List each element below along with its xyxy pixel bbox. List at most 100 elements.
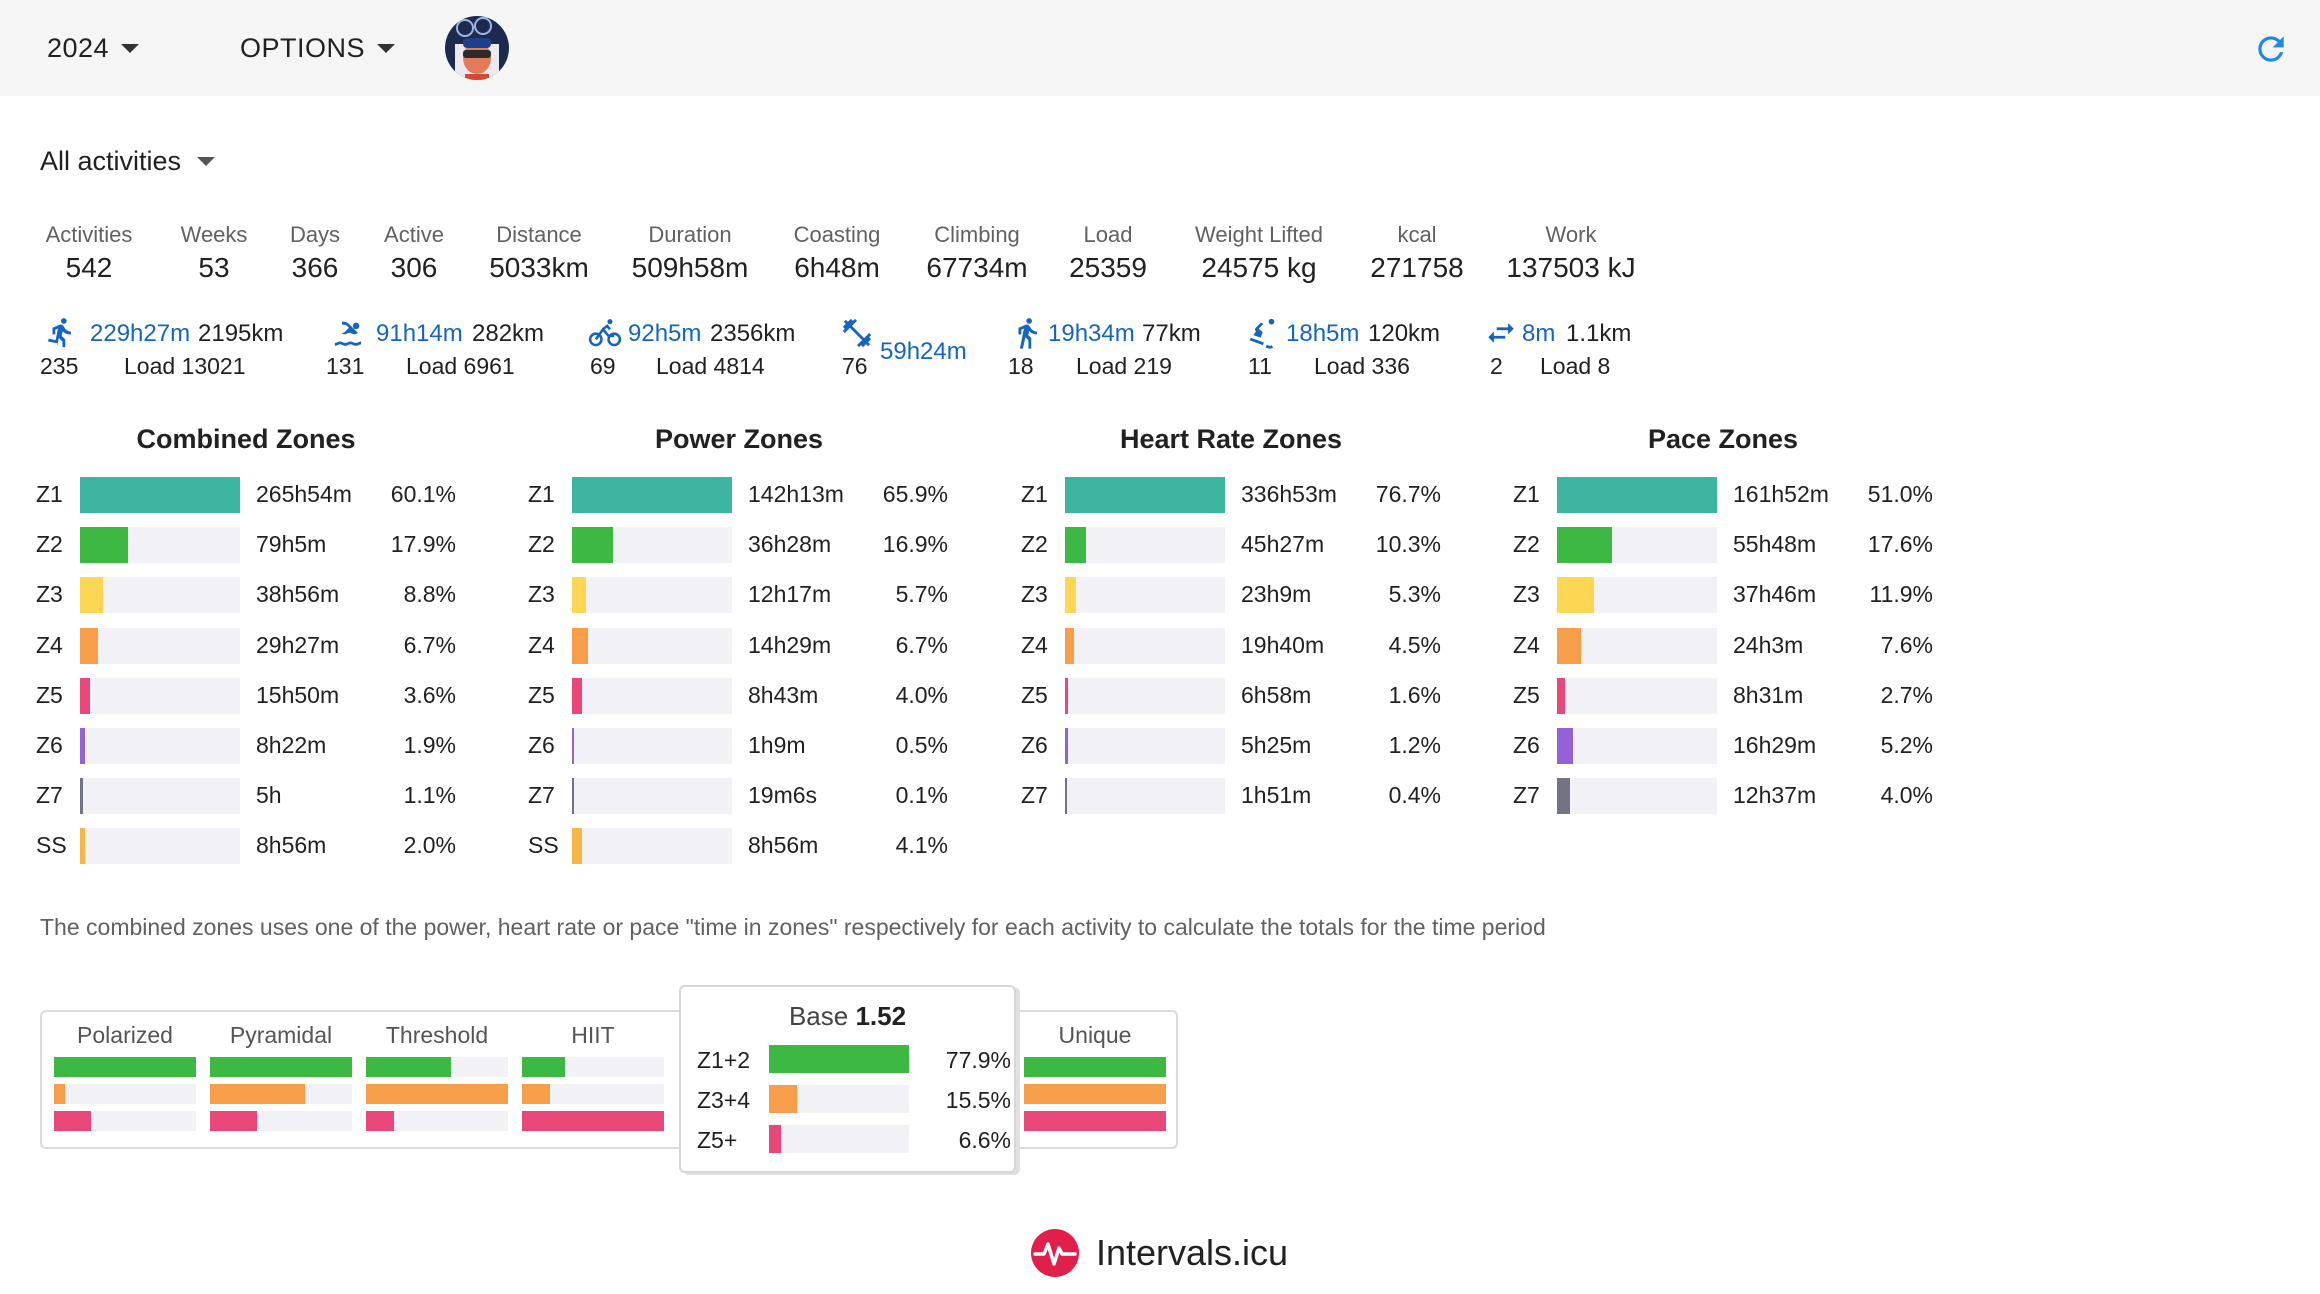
- sport-duration[interactable]: 18h5m: [1286, 320, 1360, 347]
- zone-bar: [572, 628, 588, 664]
- zone-time: 19m6s: [748, 782, 818, 808]
- distribution-bar: [54, 1111, 91, 1131]
- activity-filter[interactable]: All activities: [40, 142, 216, 180]
- sport-summary-swim[interactable]: 91h14m 282km 131 Load 6961: [326, 316, 572, 386]
- zone-bar-track: [1557, 728, 1717, 764]
- zone-percent: 5.7%: [895, 581, 948, 607]
- zone-bar-track: [80, 678, 240, 714]
- zone-bar: [1065, 577, 1076, 613]
- stat-active: Active 306: [384, 220, 444, 286]
- sport-duration[interactable]: 19h34m: [1048, 320, 1135, 347]
- distribution-bar: [522, 1057, 565, 1077]
- zone-time: 5h25m: [1241, 732, 1312, 758]
- distribution-type-hiit[interactable]: HIIT: [522, 1012, 664, 1142]
- distribution-type-label: HIIT: [571, 1022, 615, 1048]
- distribution-bar-track: [1024, 1057, 1166, 1077]
- zone-bar: [572, 728, 574, 764]
- zone-time: 15h50m: [256, 682, 340, 708]
- popup-bar: [769, 1125, 781, 1153]
- distribution-type-label: Pyramidal: [229, 1022, 333, 1048]
- zone-percent: 4.1%: [895, 832, 948, 858]
- distribution-bar: [54, 1084, 65, 1104]
- options-menu[interactable]: OPTIONS: [240, 28, 396, 68]
- zone-row: Z6 1h9m 0.5%: [528, 728, 948, 764]
- zone-bar: [572, 527, 613, 563]
- zone-bar-track: [572, 628, 732, 664]
- zone-bar-track: [1065, 728, 1225, 764]
- stat-value: 542: [65, 252, 113, 283]
- sport-duration[interactable]: 91h14m: [376, 320, 463, 347]
- stat-value: 366: [291, 252, 339, 283]
- zone-percent: 3.6%: [403, 682, 456, 708]
- zone-label: Z2: [36, 531, 63, 557]
- options-label: OPTIONS: [240, 32, 366, 63]
- sport-duration[interactable]: 92h5m: [628, 320, 702, 347]
- zone-label: SS: [36, 832, 67, 858]
- distribution-bar: [210, 1084, 305, 1104]
- stat-weeks: Weeks 53: [181, 220, 248, 286]
- zone-percent: 11.9%: [1869, 581, 1933, 607]
- zone-bar: [1065, 628, 1074, 664]
- stat-label: Days: [289, 222, 341, 247]
- stat-label: Duration: [648, 222, 732, 247]
- zone-time: 6h58m: [1241, 682, 1312, 708]
- zone-label: Z7: [1513, 782, 1540, 808]
- zone-bar-track: [1557, 628, 1717, 664]
- sport-summary-transition[interactable]: 8m 1.1km 2 Load 8: [1484, 316, 1644, 386]
- zone-bar-track: [1557, 477, 1717, 513]
- zone-label: Z1: [528, 481, 555, 507]
- sport-load: Load 4814: [656, 353, 765, 379]
- zone-bar-track: [572, 678, 732, 714]
- stat-activities: Activities 542: [46, 220, 133, 286]
- zone-time: 1h51m: [1241, 782, 1312, 808]
- zone-row: Z1 142h13m 65.9%: [528, 477, 948, 513]
- zone-percent: 1.6%: [1388, 682, 1441, 708]
- stat-kcal: kcal 271758: [1370, 220, 1463, 286]
- zone-time: 8h56m: [748, 832, 819, 858]
- sport-summary-walk[interactable]: 19h34m 77km 18 Load 219: [1008, 316, 1230, 386]
- zone-row: Z1 336h53m 76.7%: [1021, 477, 1441, 513]
- stat-days: Days 366: [290, 220, 340, 286]
- zone-bar-track: [572, 477, 732, 513]
- stat-value: 25359: [1069, 252, 1147, 283]
- sport-summary-weight-training[interactable]: 59h24m 76: [840, 316, 980, 386]
- zone-row: Z2 79h5m 17.9%: [36, 527, 456, 563]
- stat-weight-lifted: Weight Lifted 24575 kg: [1195, 220, 1323, 286]
- zone-bar: [1065, 778, 1067, 814]
- distribution-type-polarized[interactable]: Polarized: [54, 1012, 196, 1142]
- popup-row: Z1+2 77.9%: [697, 1045, 1011, 1075]
- sport-summary-ski[interactable]: 18h5m 120km 11 Load 336: [1246, 316, 1466, 386]
- popup-row: Z3+4 15.5%: [697, 1085, 1011, 1115]
- zone-time: 142h13m: [748, 481, 844, 507]
- sport-duration[interactable]: 8m: [1522, 320, 1556, 347]
- sport-duration[interactable]: 229h27m: [90, 320, 191, 347]
- stat-label: Work: [1545, 222, 1597, 247]
- stat-label: kcal: [1397, 222, 1437, 247]
- refresh-icon[interactable]: [2252, 30, 2290, 68]
- sport-summary-run[interactable]: 229h27m 2195km 235 Load 13021: [40, 316, 344, 386]
- distribution-bar: [210, 1111, 257, 1131]
- avatar[interactable]: [445, 16, 509, 80]
- zone-label: Z7: [528, 782, 555, 808]
- distribution-bar-track: [522, 1111, 664, 1131]
- sport-duration[interactable]: 59h24m: [880, 338, 967, 365]
- zone-row: Z5 8h31m 2.7%: [1513, 678, 1933, 714]
- distribution-bar-track: [366, 1057, 508, 1077]
- stat-value: 6h48m: [794, 252, 880, 283]
- zone-row: Z7 5h 1.1%: [36, 778, 456, 814]
- sport-distance: 2195km: [198, 320, 284, 347]
- sport-load: Load 8: [1540, 353, 1611, 379]
- zone-bar-track: [1557, 577, 1717, 613]
- zone-bar-track: [80, 577, 240, 613]
- zone-bar-track: [1065, 477, 1225, 513]
- stat-value: 137503 kJ: [1506, 252, 1636, 283]
- year-selector[interactable]: 2024: [47, 28, 140, 68]
- zone-bar: [1065, 527, 1086, 563]
- brand[interactable]: Intervals.icu: [1030, 1228, 1288, 1278]
- distribution-type-unique[interactable]: Unique: [1024, 1012, 1166, 1142]
- distribution-type-threshold[interactable]: Threshold: [366, 1012, 508, 1142]
- distribution-bar-track: [522, 1084, 664, 1104]
- sport-summary-ride[interactable]: 92h5m 2356km 69 Load 4814: [588, 316, 818, 386]
- distribution-type-pyramidal[interactable]: Pyramidal: [210, 1012, 352, 1142]
- stat-work: Work 137503 kJ: [1506, 220, 1635, 286]
